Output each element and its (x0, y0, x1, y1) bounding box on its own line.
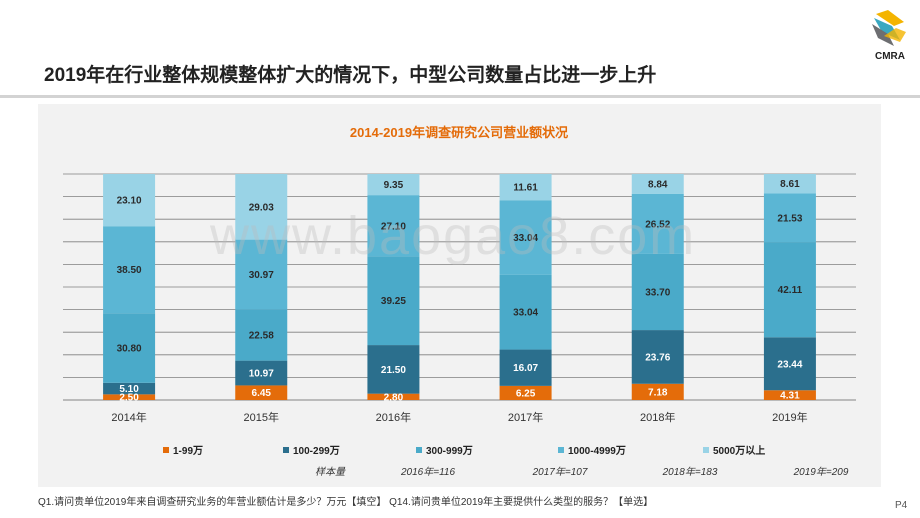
bar-segment (763, 193, 816, 243)
x-tick-label: 2017年 (508, 410, 543, 424)
chart-title: 2014-2019年调查研究公司营业额状况 (350, 125, 568, 140)
data-label: 33.04 (513, 233, 538, 244)
bar-segment (631, 253, 684, 331)
legend-swatch (416, 447, 422, 453)
legend-swatch (558, 447, 564, 453)
bar-segment (235, 309, 288, 361)
bar-segment (763, 390, 816, 400)
legend-swatch (283, 447, 289, 453)
data-label: 7.18 (648, 387, 668, 398)
bar-segment (103, 394, 156, 400)
bar-segment (763, 174, 816, 194)
sample-size-value: 2017年=107 (532, 466, 588, 478)
data-label: 2.80 (384, 392, 404, 403)
sample-size-value: 2016年=116 (400, 466, 455, 478)
x-tick-label: 2014年 (111, 410, 146, 424)
data-label: 6.25 (516, 388, 536, 399)
bar-segment (367, 195, 420, 257)
legend-label: 5000万以上 (713, 444, 765, 457)
data-label: 42.11 (778, 285, 803, 296)
bar-segment (235, 385, 288, 400)
data-label: 23.44 (777, 359, 802, 370)
sample-size-value: 2018年=183 (662, 466, 718, 478)
revenue-stacked-bar-chart: 2014-2019年调查研究公司营业额状况 2.505.10 30.80 38.50… (63, 125, 856, 478)
bar-segment (103, 382, 156, 395)
data-label: 8.84 (648, 179, 668, 190)
data-label: 27.10 (381, 221, 406, 232)
legend-swatch (703, 447, 709, 453)
x-tick-label: 2018年 (640, 410, 675, 424)
legend-swatch (163, 447, 169, 453)
data-label: 30.97 (249, 270, 274, 281)
bar-segment (499, 200, 552, 275)
data-label: 26.52 (645, 219, 670, 230)
page-title: 2019年在行业整体规模整体扩大的情况下，中型公司数量占比进一步上升 (44, 65, 657, 86)
data-label: 11.61 (513, 183, 538, 194)
data-label: 21.50 (381, 365, 406, 376)
x-tick-label: 2015年 (244, 410, 279, 424)
data-label: 9.35 (384, 180, 404, 191)
bar-segment (367, 174, 420, 196)
data-label: 10.97 (249, 369, 274, 380)
cmra-logo: CMRA (872, 10, 906, 62)
data-label: 5.10 (119, 384, 139, 395)
bar-segment (631, 383, 684, 400)
x-tick-label: 2016年 (376, 410, 411, 424)
bar-segment (235, 174, 288, 240)
data-label: 22.58 (249, 331, 274, 342)
legend-label: 1-99万 (173, 445, 203, 457)
bar-segment (763, 242, 816, 338)
chart-panel: 2014-2019年调查研究公司营业额状况 2.50 5.10 30.80 38.50… (38, 104, 881, 487)
bar-segment (235, 239, 288, 310)
data-label: 33.70 (645, 287, 670, 298)
data-label: 30.80 (117, 344, 142, 355)
bar-segment (499, 385, 552, 400)
sample-size-label: 样本量 (315, 466, 346, 478)
bar-segment (103, 174, 156, 227)
data-label: 23.76 (645, 352, 670, 363)
bar-segment (367, 256, 420, 346)
bar-segment (235, 360, 288, 386)
bar-segment (103, 226, 156, 314)
bar-segment (103, 313, 156, 383)
bar-segment (631, 193, 684, 254)
logo-mark-icon (872, 10, 906, 46)
bar-segment (499, 173, 552, 201)
data-label: 16.07 (513, 363, 538, 374)
data-label: 4.31 (780, 391, 800, 402)
data-label: 23.10 (117, 196, 142, 207)
data-label: 33.04 (513, 308, 538, 319)
logo-text: CMRA (875, 51, 905, 62)
data-label: 2.50 (119, 393, 139, 404)
legend-label: 1000-4999万 (568, 445, 626, 457)
data-label: 8.61 (780, 179, 800, 190)
sample-size-value: 2019年=209 (793, 466, 849, 478)
bar-segment (499, 349, 552, 386)
legend-label: 300-999万 (426, 445, 473, 457)
legend-label: 100-299万 (293, 445, 340, 457)
bar-segment (367, 393, 420, 400)
bar-segment (499, 274, 552, 350)
bar-segment (631, 330, 684, 384)
bar-segment (367, 345, 420, 394)
data-label: 6.45 (252, 388, 272, 399)
title-divider (0, 95, 920, 98)
data-label: 38.50 (117, 265, 142, 276)
data-label: 39.25 (381, 296, 406, 307)
bar-segment (631, 174, 684, 194)
data-label: 29.03 (249, 202, 274, 213)
question-footnote: Q1.请问贵单位2019年来自调查研究业务的年营业额估计是多少？万元【填空】 Q… (38, 497, 654, 508)
x-tick-label: 2019年 (772, 410, 807, 424)
bar-segment (763, 337, 816, 391)
page-number: P4 (895, 500, 908, 511)
data-label: 21.53 (777, 213, 802, 224)
